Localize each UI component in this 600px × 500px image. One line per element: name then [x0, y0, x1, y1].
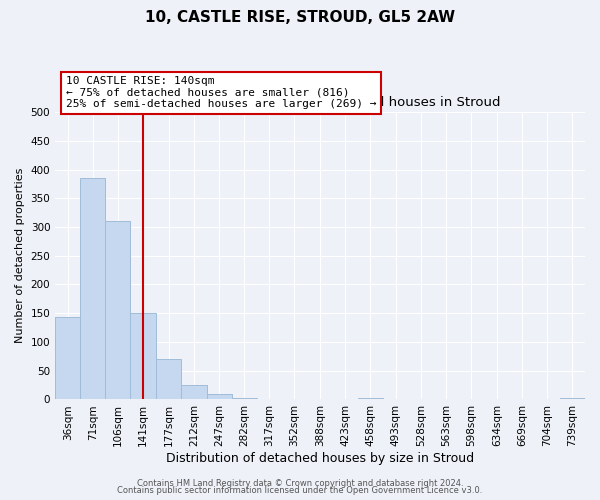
Bar — [157, 359, 181, 400]
X-axis label: Distribution of detached houses by size in Stroud: Distribution of detached houses by size … — [166, 452, 474, 465]
Bar — [106, 222, 130, 400]
Bar — [560, 398, 584, 400]
Bar — [358, 398, 383, 400]
Bar — [130, 313, 155, 400]
Bar — [232, 398, 257, 400]
Text: 10 CASTLE RISE: 140sqm
← 75% of detached houses are smaller (816)
25% of semi-de: 10 CASTLE RISE: 140sqm ← 75% of detached… — [66, 76, 376, 109]
Bar — [55, 316, 80, 400]
Title: Size of property relative to detached houses in Stroud: Size of property relative to detached ho… — [139, 96, 501, 110]
Text: Contains public sector information licensed under the Open Government Licence v3: Contains public sector information licen… — [118, 486, 482, 495]
Bar — [181, 385, 206, 400]
Bar — [206, 394, 232, 400]
Bar — [80, 178, 106, 400]
Text: Contains HM Land Registry data © Crown copyright and database right 2024.: Contains HM Land Registry data © Crown c… — [137, 478, 463, 488]
Text: 10, CASTLE RISE, STROUD, GL5 2AW: 10, CASTLE RISE, STROUD, GL5 2AW — [145, 10, 455, 25]
Y-axis label: Number of detached properties: Number of detached properties — [15, 168, 25, 344]
